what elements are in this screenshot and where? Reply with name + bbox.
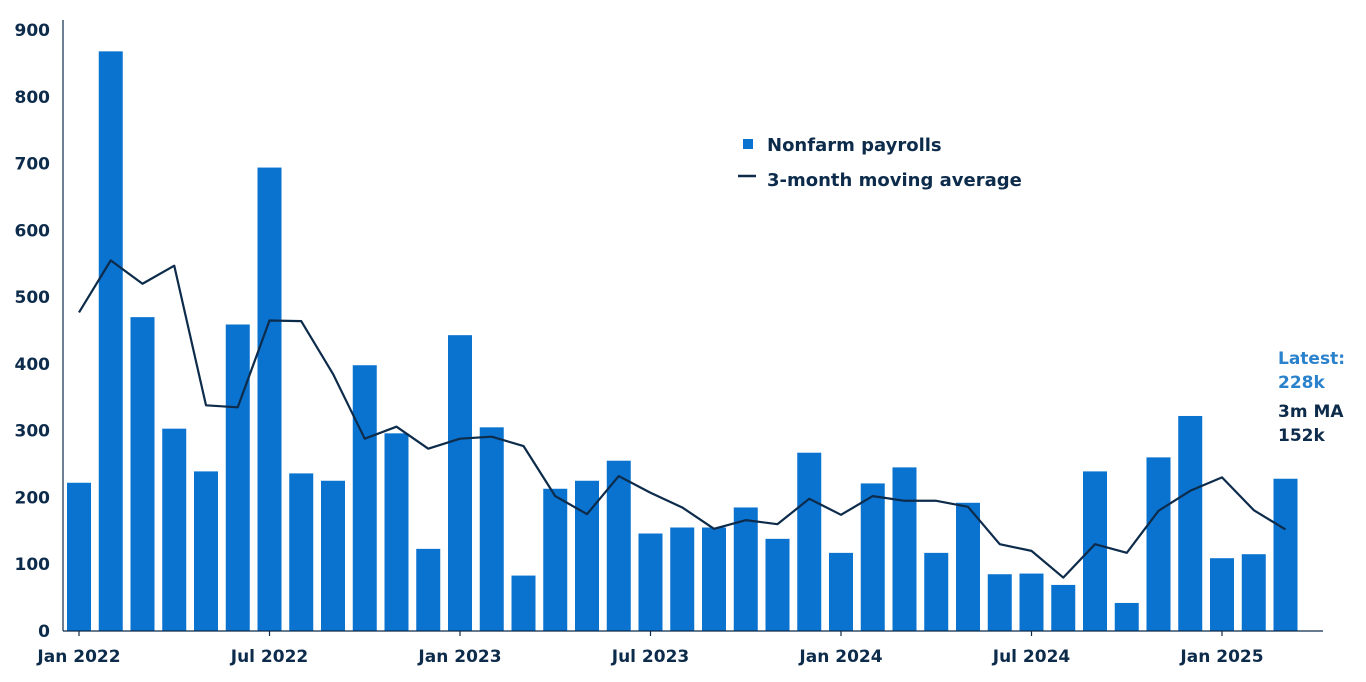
bar xyxy=(1210,558,1234,631)
y-tick-label: 600 xyxy=(15,221,51,241)
bar xyxy=(638,533,663,631)
bar xyxy=(860,483,885,631)
bar xyxy=(829,552,853,631)
bar xyxy=(1241,554,1266,631)
y-tick-label: 400 xyxy=(15,355,51,375)
legend-swatch-bar xyxy=(743,139,753,149)
bar xyxy=(1114,602,1139,631)
x-tick-label: Jan 2024 xyxy=(798,647,882,667)
y-axis-ticks: 0 100 200 300 400 500 600 700 800 900 xyxy=(15,21,51,642)
bar xyxy=(606,460,631,631)
x-tick-label: Jan 2022 xyxy=(36,647,120,667)
bar xyxy=(225,324,250,631)
x-tick-label: Jul 2023 xyxy=(611,647,690,667)
bar xyxy=(956,502,980,631)
bar xyxy=(1178,415,1203,631)
legend: Nonfarm payrolls 3-month moving average xyxy=(738,135,1022,191)
bar xyxy=(1051,584,1076,631)
x-tick-label: Jul 2024 xyxy=(992,647,1071,667)
bar xyxy=(352,365,377,631)
bar xyxy=(448,335,472,631)
y-tick-label: 700 xyxy=(15,155,51,175)
latest-annotation: Latest: 228k 3m MA 152k xyxy=(1278,349,1345,446)
x-tick-label: Jan 2025 xyxy=(1179,647,1263,667)
bar xyxy=(98,51,123,631)
legend-label-ma: 3-month moving average xyxy=(767,170,1022,191)
y-tick-label: 0 xyxy=(38,622,50,642)
y-tick-label: 500 xyxy=(15,288,51,308)
bar xyxy=(892,467,917,631)
bar xyxy=(1146,457,1171,631)
bar xyxy=(384,433,409,631)
bar xyxy=(321,480,345,631)
bar xyxy=(130,317,155,631)
bar xyxy=(289,473,314,631)
bar xyxy=(543,488,568,631)
bar xyxy=(416,548,441,631)
y-tick-label: 800 xyxy=(15,88,51,108)
bar xyxy=(797,452,822,631)
bar xyxy=(765,538,790,631)
bar xyxy=(162,428,187,631)
bar xyxy=(987,574,1012,631)
latest-label: Latest: xyxy=(1278,349,1345,369)
bar xyxy=(702,527,726,631)
bar xyxy=(511,575,536,631)
y-tick-label: 300 xyxy=(15,422,51,442)
y-tick-label: 200 xyxy=(15,488,51,508)
x-axis-ticks: Jan 2022 Jul 2022 Jan 2023 Jul 2023 Jan 2024… xyxy=(36,631,1264,667)
bar xyxy=(1083,471,1107,631)
bar xyxy=(257,167,282,631)
x-tick-label: Jan 2023 xyxy=(417,647,501,667)
bars xyxy=(67,51,1298,631)
ma-value: 152k xyxy=(1278,426,1325,446)
bar xyxy=(194,471,218,631)
bar xyxy=(1019,573,1044,631)
y-tick-label: 900 xyxy=(15,21,51,41)
bar xyxy=(670,527,695,631)
moving-average-line xyxy=(78,259,1287,579)
legend-label-payrolls: Nonfarm payrolls xyxy=(767,135,942,156)
bar xyxy=(733,507,758,631)
bar xyxy=(67,482,91,631)
bar xyxy=(479,427,504,631)
bar xyxy=(1273,478,1298,631)
x-tick-label: Jul 2022 xyxy=(230,647,309,667)
ma-label: 3m MA xyxy=(1278,402,1344,422)
y-tick-label: 100 xyxy=(15,555,51,575)
bar xyxy=(924,552,949,631)
latest-value: 228k xyxy=(1278,373,1325,393)
